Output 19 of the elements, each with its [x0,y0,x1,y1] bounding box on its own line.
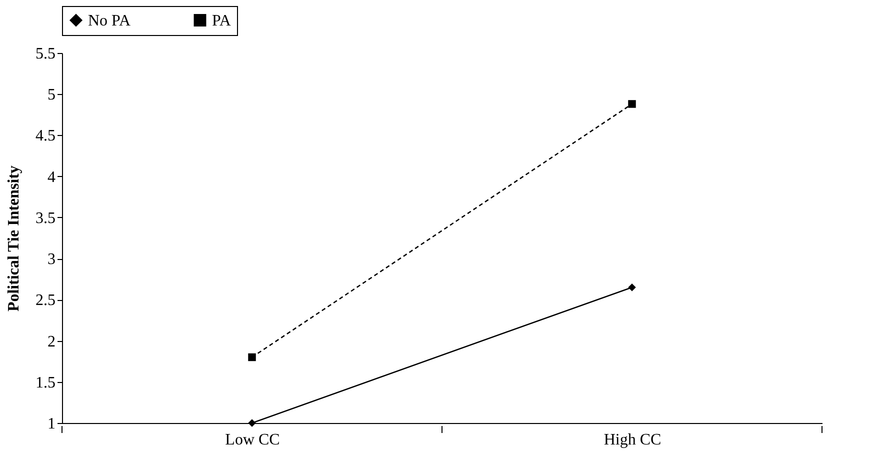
y-axis-title: Political Tie Intensity [6,165,22,312]
y-tick-label: 3 [48,251,56,268]
legend-label: PA [212,12,232,30]
point [248,419,256,427]
x-tick-label: High CC [604,432,662,448]
point [628,283,636,292]
y-tick-label: 2 [48,333,56,350]
y-tick-label: 4 [48,168,56,186]
y-tick-label: 5.5 [36,46,56,62]
y-tick-label: 4.5 [36,128,56,145]
y-tick-label: 5 [48,86,56,104]
y-tick-label: 2.5 [36,292,56,310]
y-tick-label: 1.5 [36,374,56,392]
point [628,100,636,108]
point [248,353,256,362]
y-tick-label: 1 [48,416,56,432]
x-tick-label: Low CC [225,432,280,448]
legend-label: No PA [88,12,131,30]
y-tick-label: 3.5 [36,210,56,227]
